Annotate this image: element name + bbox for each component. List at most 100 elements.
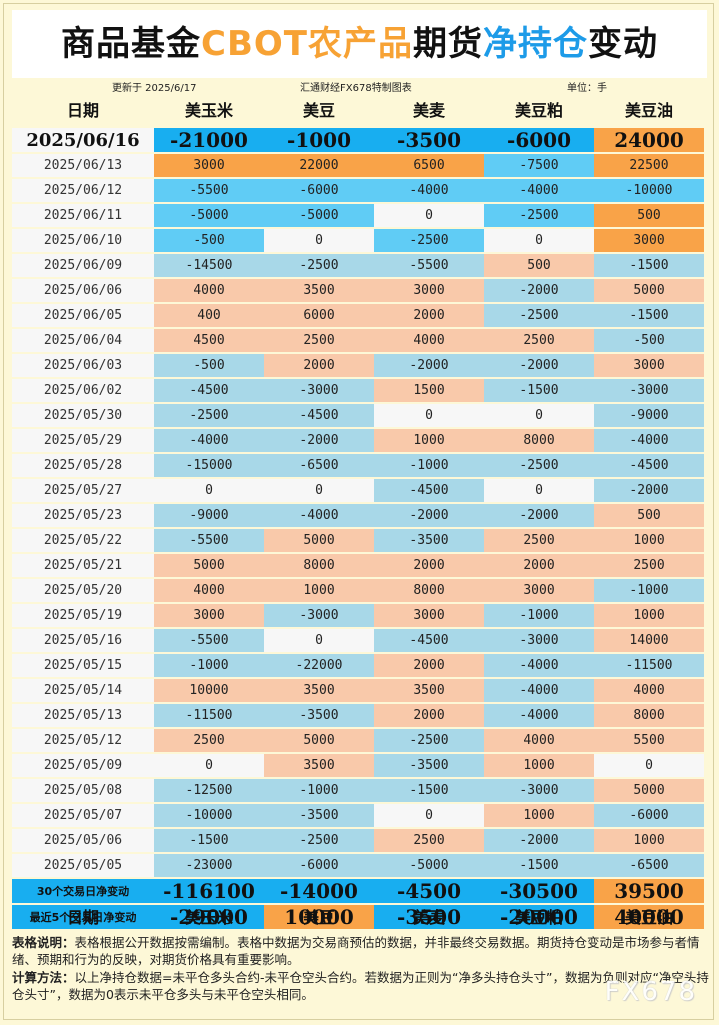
cell-soybean: -2500 [264, 829, 374, 852]
cell-wheat: -3500 [374, 529, 484, 552]
cell-corn: -29000 [154, 905, 264, 929]
table-row: 2025/05/28 -15000 -6500 -1000 -2500 -4500 [12, 454, 704, 477]
cell-corn: -4000 [154, 429, 264, 452]
cell-soyoil: -2000 [594, 479, 704, 502]
cell-corn: -5500 [154, 179, 264, 202]
cell-soybean: -5000 [264, 204, 374, 227]
table-row: 2025/05/13 -11500 -3500 2000 -4000 8000 [12, 704, 704, 727]
cell-corn: -23000 [154, 854, 264, 877]
cell-soyoil: 24000 [594, 128, 704, 152]
cell-soyoil: -500 [594, 329, 704, 352]
title-part-4: 净持仓 [482, 24, 588, 64]
cell-soymeal: -1500 [484, 379, 594, 402]
cell-corn: -14500 [154, 254, 264, 277]
cell-soyoil: 39500 [594, 879, 704, 903]
cell-soybean: -1000 [264, 779, 374, 802]
cell-soyoil: 14000 [594, 629, 704, 652]
table-row: 2025/05/05 -23000 -6000 -5000 -1500 -6500 [12, 854, 704, 877]
row-date: 2025/05/06 [12, 829, 154, 852]
table-row: 2025/05/14 10000 3500 3500 -4000 4000 [12, 679, 704, 702]
row-date: 2025/05/05 [12, 854, 154, 877]
cell-soymeal: 1000 [484, 754, 594, 777]
cell-soyoil: -1500 [594, 254, 704, 277]
cell-soyoil: 0 [594, 754, 704, 777]
table-row: 2025/05/22 -5500 5000 -3500 2500 1000 [12, 529, 704, 552]
cell-soybean: -4500 [264, 404, 374, 427]
cell-wheat: 2000 [374, 654, 484, 677]
cell-soybean: 10000 [264, 905, 374, 929]
cell-wheat: -3500 [374, 754, 484, 777]
header-corn: 美玉米 [184, 101, 233, 120]
cell-wheat: -2500 [374, 729, 484, 752]
table-row: 2025/05/16 -5500 0 -4500 -3000 14000 [12, 629, 704, 652]
footer-header-soybean: 美豆 [302, 908, 335, 927]
cell-soyoil: 1000 [594, 604, 704, 627]
row-date: 2025/05/16 [12, 629, 154, 652]
table-row: 2025/05/07 -10000 -3500 0 1000 -6000 [12, 804, 704, 827]
cell-corn: -10000 [154, 804, 264, 827]
cell-soymeal: 8000 [484, 429, 594, 452]
cell-soyoil: -1500 [594, 304, 704, 327]
row-date: 2025/06/02 [12, 379, 154, 402]
cell-wheat: -4000 [374, 179, 484, 202]
cell-soymeal: 0 [484, 479, 594, 502]
cell-wheat: -1000 [374, 454, 484, 477]
cell-soyoil: 40000 [594, 905, 704, 929]
table-row: 2025/05/27 0 0 -4500 0 -2000 [12, 479, 704, 502]
table-row: 2025/06/09 -14500 -2500 -5500 500 -1500 [12, 254, 704, 277]
cell-wheat: -3500 [374, 128, 484, 152]
cell-soyoil: 5500 [594, 729, 704, 752]
cell-corn: -11500 [154, 704, 264, 727]
cell-soyoil: -9000 [594, 404, 704, 427]
cell-corn: 3000 [154, 604, 264, 627]
table-row: 2025/05/12 2500 5000 -2500 4000 5500 [12, 729, 704, 752]
cell-wheat: 3500 [374, 679, 484, 702]
header-soymeal: 美豆粕 [514, 101, 563, 120]
source-label: 汇通财经FX678特制图表 [300, 83, 412, 94]
row-date: 2025/05/30 [12, 404, 154, 427]
table-row: 2025/06/05 400 6000 2000 -2500 -1500 [12, 304, 704, 327]
cell-soyoil: 1000 [594, 529, 704, 552]
cell-soybean: 22000 [264, 154, 374, 177]
row-date: 2025/05/27 [12, 479, 154, 502]
row-date: 2025/06/11 [12, 204, 154, 227]
row-date: 2025/05/29 [12, 429, 154, 452]
cell-soybean: 3500 [264, 279, 374, 302]
cell-soymeal: 0 [484, 229, 594, 252]
row-date: 2025/05/12 [12, 729, 154, 752]
cell-soybean: -3000 [264, 379, 374, 402]
header-soyoil: 美豆油 [624, 101, 673, 120]
header-wheat: 美麦 [412, 101, 445, 120]
cell-soyoil: 22500 [594, 154, 704, 177]
page-frame [3, 3, 714, 1020]
note-text: 表格根据公开数据按需编制。表格中数据为交易商预估的数据，并非最终交易数据。期货持… [12, 935, 700, 967]
cell-corn: 2500 [154, 729, 264, 752]
cell-soymeal: -2000 [484, 354, 594, 377]
cell-wheat: -1500 [374, 779, 484, 802]
cell-corn: -1000 [154, 654, 264, 677]
cell-soyoil: -10000 [594, 179, 704, 202]
cell-soyoil: -6500 [594, 854, 704, 877]
calc-note: 计算方法：以上净持仓数据=未平仓多头合约-未平仓空头合约。若数据为正则为“净多头… [12, 969, 712, 1003]
row-date: 2025/06/09 [12, 254, 154, 277]
cell-soymeal: 0 [484, 404, 594, 427]
cell-wheat: 2000 [374, 704, 484, 727]
cell-soyoil: 5000 [594, 279, 704, 302]
cell-soymeal: -4000 [484, 704, 594, 727]
cell-corn: 4000 [154, 579, 264, 602]
cell-wheat: 0 [374, 204, 484, 227]
summary-row: 30个交易日净变动 -116100 -14000 -4500 -30500 39500 [12, 879, 704, 903]
cell-soybean: -2500 [264, 254, 374, 277]
cell-wheat: 1500 [374, 379, 484, 402]
cell-soymeal: -2500 [484, 454, 594, 477]
row-date: 2025/06/12 [12, 179, 154, 202]
cell-corn: -15000 [154, 454, 264, 477]
row-date: 2025/06/04 [12, 329, 154, 352]
cell-corn: -4500 [154, 379, 264, 402]
cell-corn: -500 [154, 354, 264, 377]
cell-soybean: 3500 [264, 679, 374, 702]
cell-wheat: 3000 [374, 279, 484, 302]
cell-wheat: -5500 [374, 254, 484, 277]
row-date: 2025/05/19 [12, 604, 154, 627]
cell-wheat: -2000 [374, 504, 484, 527]
